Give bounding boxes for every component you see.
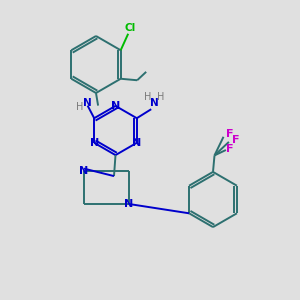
Text: N: N — [83, 98, 92, 108]
Text: F: F — [232, 135, 239, 146]
Text: H: H — [76, 102, 83, 112]
Text: F: F — [226, 144, 233, 154]
Text: F: F — [226, 129, 233, 139]
Text: N: N — [111, 101, 120, 111]
Text: H: H — [144, 92, 151, 102]
Text: H: H — [157, 92, 164, 102]
Text: N: N — [124, 199, 134, 209]
Text: Cl: Cl — [124, 23, 135, 33]
Text: N: N — [150, 98, 159, 108]
Text: N: N — [90, 138, 99, 148]
Text: N: N — [80, 166, 88, 176]
Text: N: N — [132, 138, 141, 148]
